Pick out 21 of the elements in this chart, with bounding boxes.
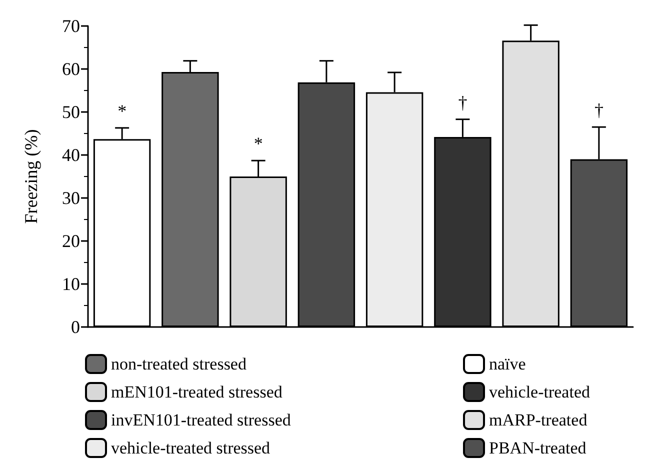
data-label: * — [118, 100, 127, 121]
y-tick-label: 40 — [62, 145, 80, 165]
legend-label: PBAN-treated — [489, 438, 587, 458]
legend-label: invEN101-treated stressed — [111, 410, 292, 430]
y-tick-label: 30 — [62, 188, 80, 208]
legend-label: vehicle-treated — [489, 382, 590, 402]
legend-label: mARP-treated — [489, 410, 588, 430]
y-tick-label: 20 — [62, 231, 80, 251]
data-label: † — [458, 92, 468, 112]
data-label: * — [254, 134, 263, 154]
y-tick-label: 0 — [71, 317, 80, 337]
y-tick-label: 10 — [62, 274, 80, 294]
legend-label: non-treated stressed — [111, 354, 247, 374]
y-tick-label: 60 — [62, 59, 80, 79]
legend-label: mEN101-treated stressed — [111, 382, 283, 402]
y-axis-title: Freezing (%) — [21, 129, 41, 224]
data-label: † — [594, 100, 604, 120]
legend-label: naïve — [489, 354, 526, 374]
y-tick-label: 70 — [62, 16, 80, 36]
legend-label: vehicle-treated stressed — [111, 438, 271, 458]
y-tick-label: 50 — [62, 102, 80, 122]
